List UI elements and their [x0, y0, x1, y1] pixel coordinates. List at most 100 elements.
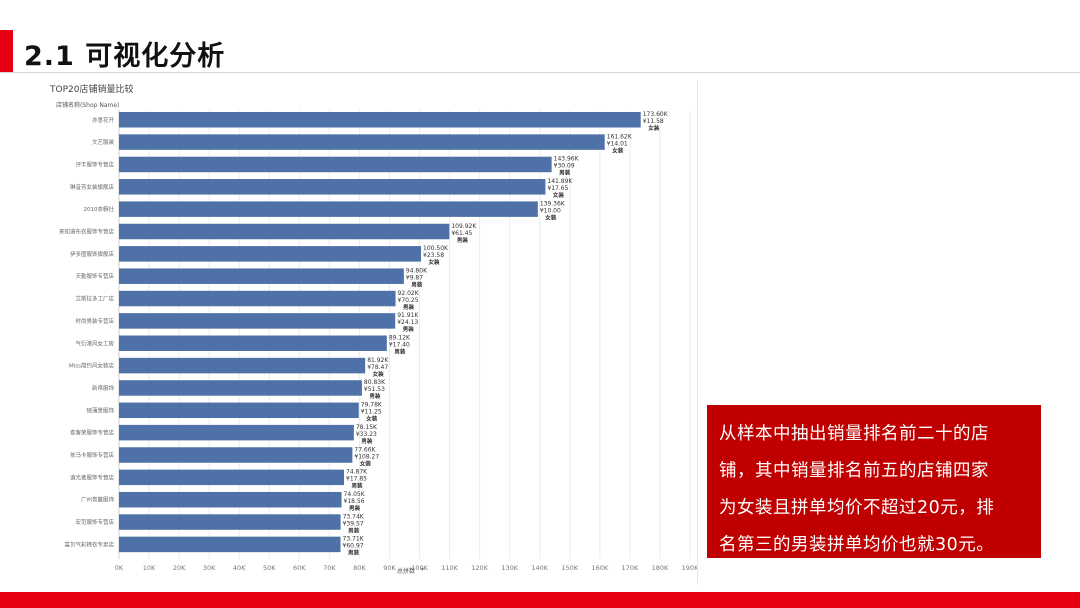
category-label: 来知道布衣服饰专营店 [59, 228, 115, 236]
bar[interactable] [119, 335, 387, 352]
gender-label: 男装 [369, 392, 381, 400]
chart-title: TOP20店铺销量比较 [49, 83, 133, 95]
gender-label: 女装 [373, 370, 385, 378]
bar[interactable] [119, 447, 353, 463]
gender-label: 男装 [361, 437, 373, 445]
value-label: 74.05K [344, 491, 366, 498]
avg-price-label: ¥14.01 [607, 140, 628, 147]
x-tick-label: 10K [143, 564, 156, 572]
value-label: 94.80K [406, 267, 428, 274]
x-tick-label: 140K [531, 564, 548, 572]
x-axis-label: 总拼数 [397, 567, 415, 575]
sales-bar-chart: TOP20店铺销量比较 店铺名称(Shop Name) 亦意花开文艺服装评丰服饰… [49, 83, 699, 575]
category-label: Miss简约风女装店 [69, 362, 115, 370]
category-label: 伊多图服饰旗舰店 [70, 250, 115, 258]
bar[interactable] [119, 201, 538, 217]
x-tick-label: 80K [353, 564, 366, 572]
avg-price-label: ¥78.47 [367, 364, 388, 371]
gender-label: 女装 [553, 191, 565, 199]
bar-layer [119, 112, 641, 553]
category-label: 广州青藤服饰 [81, 496, 115, 504]
bar[interactable] [119, 402, 359, 419]
avg-price-label: ¥10.00 [540, 207, 561, 214]
avg-price-label: ¥51.53 [364, 386, 385, 393]
x-tick-layer: 0K 10K 20K 30K 40K 50K 60K 70K 80K 90K 100K 110K 120… [115, 564, 699, 572]
value-label: 73.74K [343, 513, 365, 520]
bar[interactable] [119, 112, 641, 128]
avg-price-label: ¥108.27 [354, 453, 379, 460]
summary-callout: 从样本中抽出销量排名前二十的店 铺，其中销量排名前五的店铺四家 为女装且拼单均价… [707, 405, 1041, 558]
gender-label: 男装 [348, 526, 360, 534]
category-label: 天勤服饰专营店 [75, 272, 114, 280]
gender-label: 女装 [429, 258, 441, 266]
gender-label: 男装 [559, 169, 571, 177]
bar[interactable] [119, 469, 345, 486]
vertical-divider [697, 80, 698, 585]
category-label: 新帛服饰 [92, 384, 115, 392]
bar[interactable] [119, 536, 341, 553]
avg-price-label: ¥33.23 [356, 431, 377, 438]
bar[interactable] [119, 268, 404, 284]
gender-label: 男装 [394, 348, 406, 356]
value-label: 80.83K [364, 379, 386, 386]
bar[interactable] [119, 134, 605, 150]
gender-label: 男装 [457, 236, 469, 244]
avg-price-label: ¥23.58 [423, 252, 444, 259]
gender-label: 男装 [351, 482, 363, 490]
x-tick-label: 150K [561, 564, 578, 572]
avg-price-label: ¥70.25 [398, 297, 419, 304]
bar[interactable] [119, 246, 422, 262]
avg-price-label: ¥11.25 [361, 409, 382, 416]
x-tick-label: 70K [323, 564, 336, 572]
x-tick-label: 60K [293, 564, 306, 572]
gender-label: 女装 [545, 213, 557, 221]
bar[interactable] [119, 313, 396, 329]
category-label: 时尚男装专营店 [75, 317, 114, 325]
x-tick-label: 190K [682, 564, 699, 572]
bar[interactable] [119, 179, 546, 195]
avg-price-label: ¥30.09 [554, 163, 575, 170]
bar[interactable] [119, 514, 341, 530]
avg-price-label: ¥61.45 [451, 230, 472, 237]
x-tick-label: 90K [383, 564, 396, 572]
x-tick-label: 0K [115, 564, 124, 572]
category-label: 评丰服饰专营店 [75, 160, 114, 168]
value-label: 92.02K [398, 290, 420, 297]
value-label: 100.50K [423, 245, 449, 252]
x-tick-label: 180K [652, 564, 669, 572]
x-tick-label: 100K [411, 564, 428, 572]
bar[interactable] [119, 424, 354, 441]
bar[interactable] [119, 223, 450, 240]
value-label-layer: 173.60K¥11.58女装161.62K¥14.01女装143.96K¥30… [343, 111, 669, 557]
x-tick-label: 130K [501, 564, 518, 572]
bar[interactable] [119, 290, 396, 307]
x-tick-label: 110K [441, 564, 458, 572]
bar[interactable] [119, 380, 362, 396]
category-label: 宏范服饰专营店 [75, 518, 114, 526]
avg-price-label: ¥24.13 [397, 319, 418, 326]
value-label: 143.96K [554, 156, 580, 163]
value-label: 74.87K [346, 469, 368, 476]
bar[interactable] [119, 491, 342, 508]
slide-title: 2.1 可视化分析 [24, 41, 226, 72]
sort-icon[interactable] [421, 568, 424, 571]
x-tick-label: 160K [592, 564, 609, 572]
value-label: 77.66K [354, 446, 376, 453]
value-label: 91.91K [397, 312, 419, 319]
category-label: 艾斯拉多工厂店 [75, 295, 114, 303]
x-tick-label: 40K [233, 564, 246, 572]
gender-label: 男装 [411, 280, 423, 288]
avg-price-label: ¥9.87 [406, 274, 423, 281]
value-label: 139.36K [540, 200, 566, 207]
gender-label: 女装 [360, 459, 372, 467]
bar[interactable] [119, 357, 366, 374]
x-tick-label: 20K [173, 564, 186, 572]
x-tick-label: 50K [263, 564, 276, 572]
avg-price-label: ¥18.56 [344, 498, 365, 505]
value-label: 89.12K [389, 335, 411, 342]
value-label: 141.89K [547, 178, 573, 185]
header-divider [0, 72, 1080, 73]
category-label: 查客荣服饰专营店 [70, 429, 115, 437]
bar[interactable] [119, 156, 552, 173]
